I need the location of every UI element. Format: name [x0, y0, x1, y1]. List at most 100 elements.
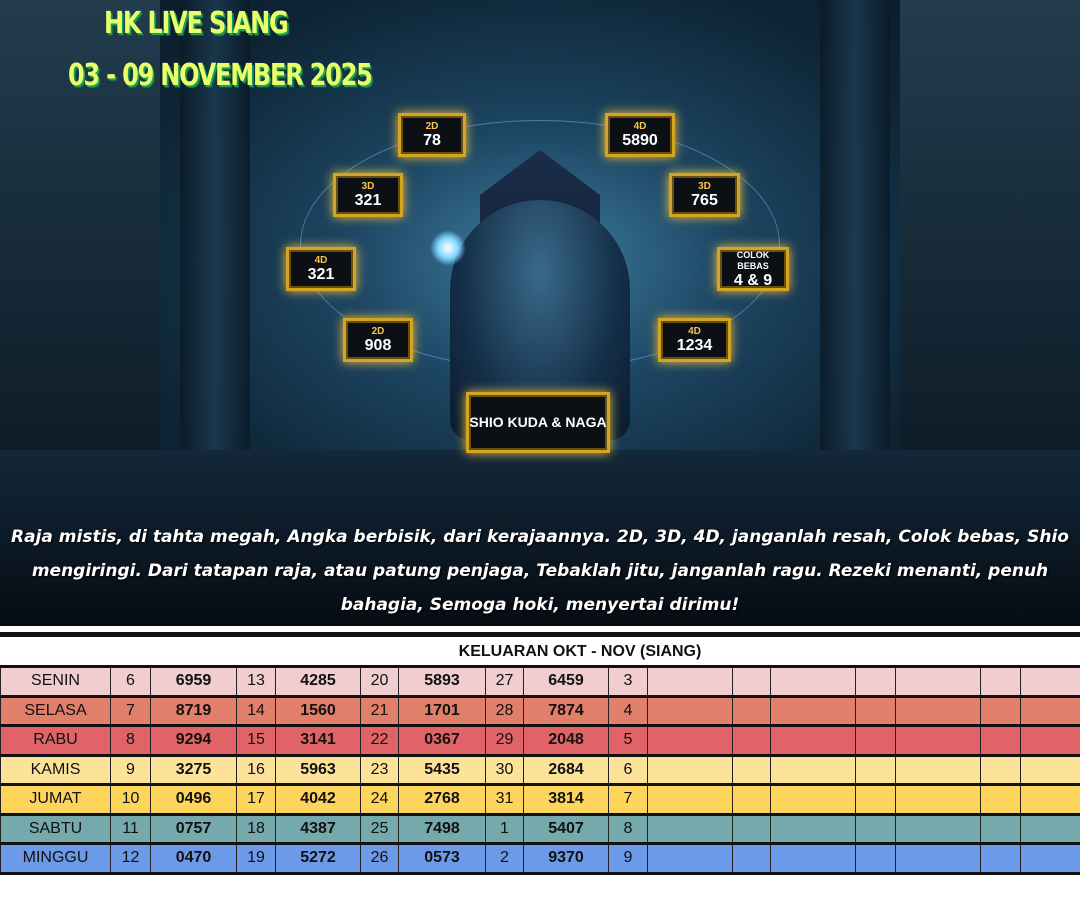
day-cell: SENIN — [0, 666, 111, 697]
date-cell: 8 — [608, 813, 648, 844]
table-row: JUMAT 10 0496 17 4042 24 2768 31 3814 7 — [0, 784, 1080, 815]
empty-cell — [855, 843, 896, 874]
result-cell: 5435 — [398, 754, 486, 785]
date-cell: 18 — [236, 813, 276, 844]
result-cell: 7498 — [398, 813, 486, 844]
date-cell: 7 — [608, 784, 648, 815]
date-cell: 14 — [236, 695, 276, 726]
empty-cell — [770, 813, 856, 844]
results-table: KELUARAN OKT - NOV (SIANG) SENIN 6 6959 13 4… — [0, 632, 1080, 875]
result-cell: 1701 — [398, 695, 486, 726]
empty-cell — [732, 784, 771, 815]
shio-box: SHIO KUDA & NAGA — [466, 392, 610, 453]
empty-cell — [770, 725, 856, 756]
empty-cell — [855, 695, 896, 726]
date-cell: 1 — [485, 813, 524, 844]
empty-cell — [732, 813, 771, 844]
date-cell: 7 — [110, 695, 151, 726]
empty-cell — [855, 725, 896, 756]
empty-cell — [1020, 725, 1080, 756]
pillar — [180, 0, 250, 480]
floor — [0, 450, 1080, 626]
date-cell: 24 — [360, 784, 399, 815]
table-row: SABTU 11 0757 18 4387 25 7498 1 5407 8 — [0, 813, 1080, 844]
empty-cell — [895, 666, 981, 697]
date-cell: 15 — [236, 725, 276, 756]
empty-cell — [980, 695, 1021, 726]
empty-cell — [732, 843, 771, 874]
empty-cell — [1020, 784, 1080, 815]
result-cell: 0573 — [398, 843, 486, 874]
empty-cell — [770, 695, 856, 726]
empty-cell — [647, 666, 733, 697]
prediction-box: 3D 765 — [669, 173, 740, 217]
date-cell: 19 — [236, 843, 276, 874]
empty-cell — [1020, 754, 1080, 785]
empty-cell — [855, 813, 896, 844]
date-cell: 12 — [110, 843, 151, 874]
table-row: KAMIS 9 3275 16 5963 23 5435 30 2684 6 — [0, 754, 1080, 785]
empty-cell — [732, 754, 771, 785]
empty-cell — [1020, 695, 1080, 726]
result-cell: 5963 — [275, 754, 361, 785]
date-cell: 26 — [360, 843, 399, 874]
prediction-box: COLOK BEBAS 4 & 9 — [717, 247, 789, 291]
table-row: SELASA 7 8719 14 1560 21 1701 28 7874 4 — [0, 695, 1080, 726]
empty-cell — [895, 754, 981, 785]
date-cell: 21 — [360, 695, 399, 726]
table-row: RABU 8 9294 15 3141 22 0367 29 2048 5 — [0, 725, 1080, 756]
empty-cell — [647, 695, 733, 726]
empty-cell — [732, 666, 771, 697]
divider — [0, 632, 1080, 637]
result-cell: 0757 — [150, 813, 237, 844]
date-cell: 6 — [608, 754, 648, 785]
date-cell: 3 — [608, 666, 648, 697]
date-cell: 29 — [485, 725, 524, 756]
date-cell: 11 — [110, 813, 151, 844]
result-cell: 2048 — [523, 725, 609, 756]
empty-cell — [647, 843, 733, 874]
date-cell: 16 — [236, 754, 276, 785]
prediction-box: 4D 1234 — [658, 318, 731, 362]
date-cell: 28 — [485, 695, 524, 726]
empty-cell — [980, 813, 1021, 844]
empty-cell — [647, 754, 733, 785]
day-cell: SABTU — [0, 813, 111, 844]
result-cell: 2768 — [398, 784, 486, 815]
poster-caption: Raja mistis, di tahta megah, Angka berbi… — [11, 527, 1069, 615]
result-cell: 1560 — [275, 695, 361, 726]
date-cell: 30 — [485, 754, 524, 785]
day-cell: MINGGU — [0, 843, 111, 874]
table-row: SENIN 6 6959 13 4285 20 5893 27 6459 3 — [0, 666, 1080, 697]
day-cell: KAMIS — [0, 754, 111, 785]
empty-cell — [855, 784, 896, 815]
prediction-box: 2D 78 — [398, 113, 466, 157]
date-cell: 9 — [608, 843, 648, 874]
date-cell: 25 — [360, 813, 399, 844]
result-cell: 2684 — [523, 754, 609, 785]
result-cell: 0367 — [398, 725, 486, 756]
empty-cell — [855, 666, 896, 697]
table-row: MINGGU 12 0470 19 5272 26 0573 2 9370 9 — [0, 843, 1080, 874]
poster-image: HK LIVE SIANG 03 - 09 NOVEMBER 2025 2D 78… — [0, 0, 1080, 626]
date-cell: 23 — [360, 754, 399, 785]
empty-cell — [855, 754, 896, 785]
empty-cell — [895, 725, 981, 756]
empty-cell — [895, 813, 981, 844]
day-cell: RABU — [0, 725, 111, 756]
result-cell: 6959 — [150, 666, 237, 697]
result-cell: 3814 — [523, 784, 609, 815]
empty-cell — [770, 754, 856, 785]
table-title: KELUARAN OKT - NOV (SIANG) — [458, 643, 702, 660]
result-cell: 0470 — [150, 843, 237, 874]
result-cell: 3275 — [150, 754, 237, 785]
empty-cell — [770, 784, 856, 815]
pillar — [820, 0, 890, 480]
prediction-box: 4D 321 — [286, 247, 356, 291]
left-door — [0, 0, 160, 520]
date-cell: 6 — [110, 666, 151, 697]
empty-cell — [980, 666, 1021, 697]
result-cell: 8719 — [150, 695, 237, 726]
empty-cell — [732, 725, 771, 756]
poster-date-range: 03 - 09 NOVEMBER 2025 — [68, 58, 373, 93]
